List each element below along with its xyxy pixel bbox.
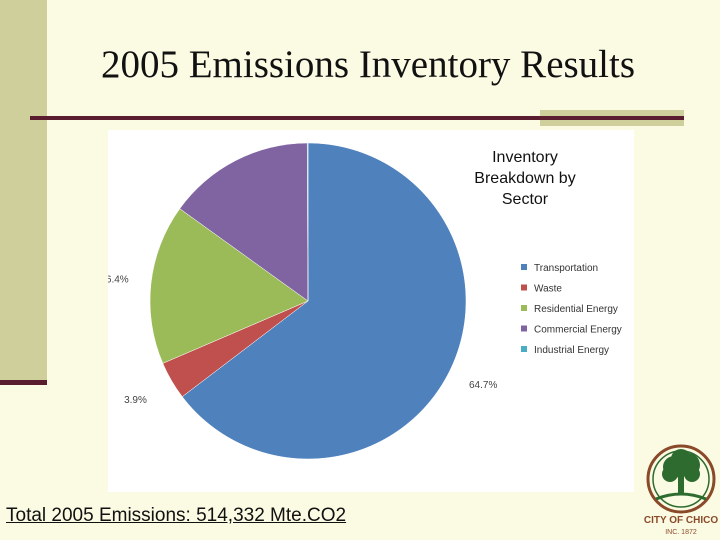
city-logo: CITY OF CHICO INC. 1872 (644, 444, 718, 536)
legend-label-commercial-energy: Commercial Energy (534, 325, 622, 336)
legend-label-residential-energy: Residential Energy (534, 304, 618, 315)
legend-swatch-commercial-energy (521, 325, 527, 332)
logo-text-top: CITY OF CHICO (644, 515, 718, 526)
title-rule (30, 116, 540, 120)
pie-slice-transportation (181, 142, 467, 460)
legend-swatch-industrial-energy (521, 346, 527, 352)
left-accent-band (0, 0, 47, 380)
legend-label-waste: Waste (534, 284, 562, 295)
legend-swatch-residential-energy (521, 305, 527, 311)
data-label-residential-energy: 16.4% (108, 275, 129, 286)
pie-slice-residential-energy (149, 208, 309, 364)
legend-swatch-transportation (521, 264, 527, 270)
logo-text-bottom: INC. 1872 (665, 529, 697, 536)
pie-slice-industrial-energy (306, 142, 309, 302)
pie-chart: 64.7%3.9%16.4%15.0%0.08% TransportationW… (108, 142, 622, 460)
chart-title: Inventory Breakdown by Sector (474, 149, 576, 208)
legend-swatch-waste (521, 284, 527, 291)
legend-label-industrial-energy: Industrial Energy (534, 345, 609, 356)
data-label-waste: 3.9% (124, 395, 147, 406)
slide-title: 2005 Emissions Inventory Results (100, 43, 636, 86)
legend-label-transportation: Transportation (534, 263, 598, 274)
pie-slice-commercial-energy (179, 142, 309, 302)
total-emissions: Total 2005 Emissions: 514,332 Mte.CO2 (6, 505, 347, 526)
title-rule-accent (540, 110, 684, 126)
left-accent-bar (0, 380, 47, 385)
data-label-transportation: 64.7% (469, 380, 497, 391)
chart-panel: 64.7%3.9%16.4%15.0%0.08% TransportationW… (108, 130, 634, 492)
